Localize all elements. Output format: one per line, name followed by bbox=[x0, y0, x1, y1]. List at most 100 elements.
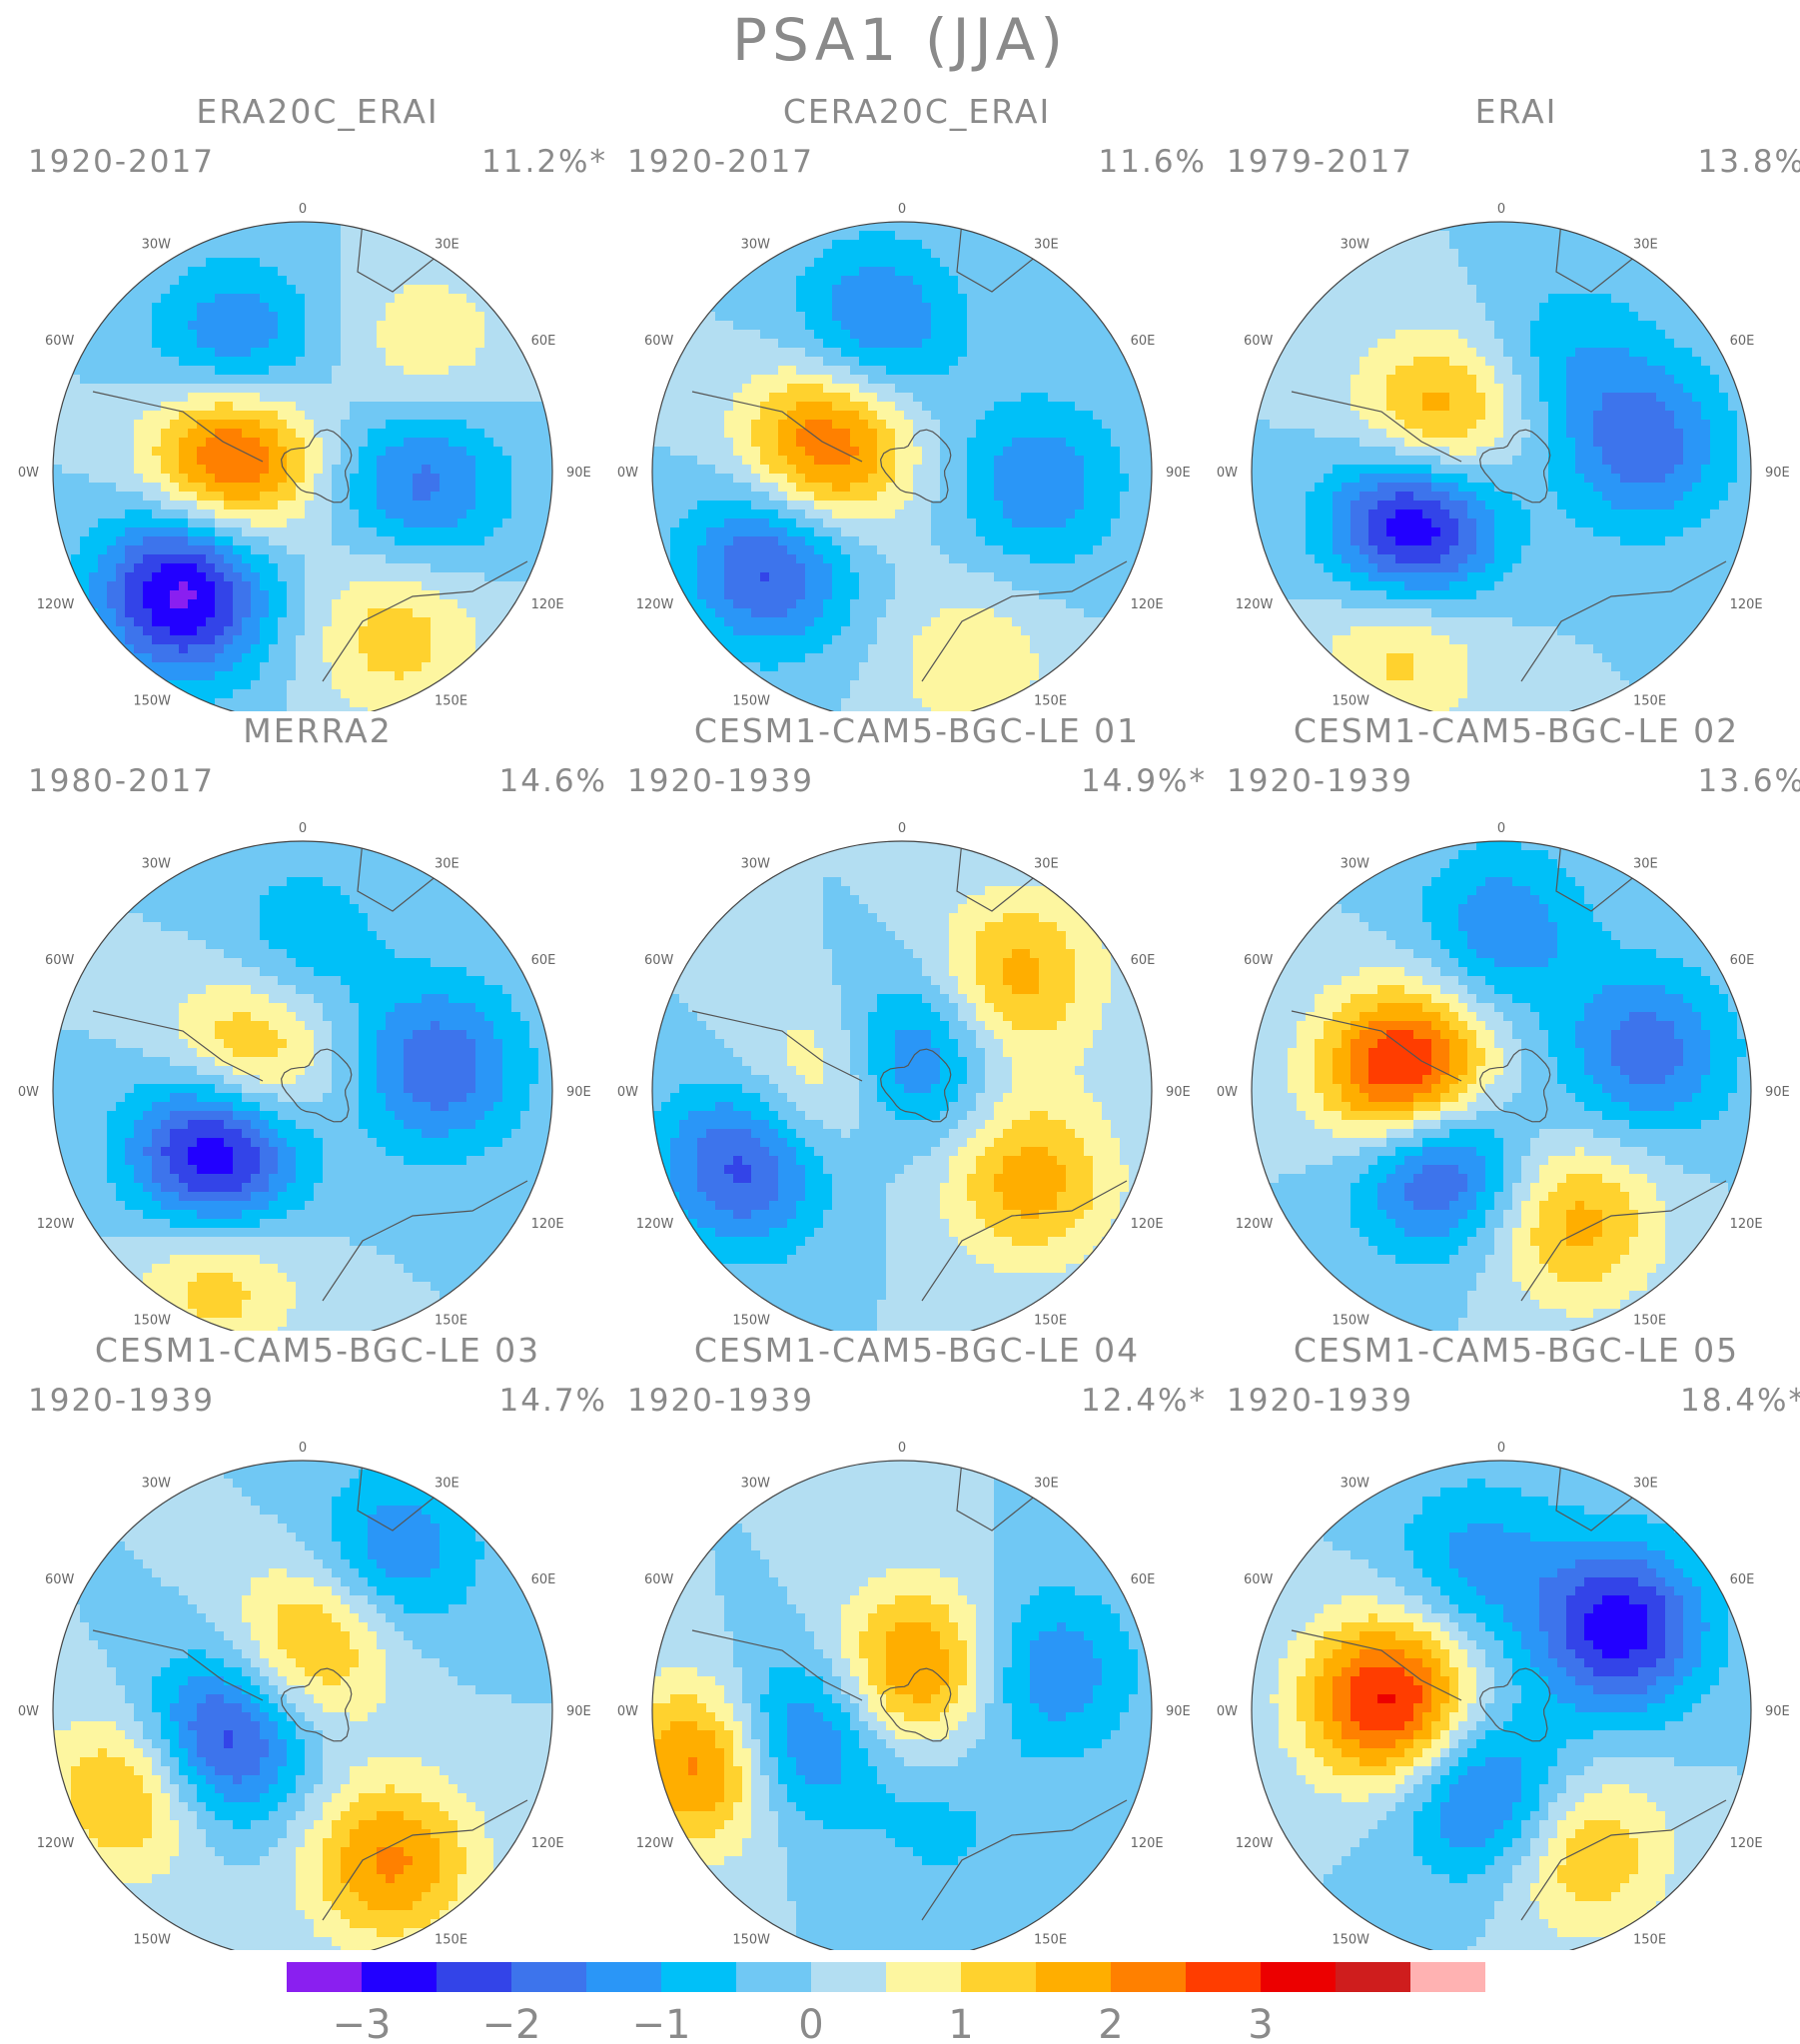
field-cell bbox=[1111, 330, 1121, 340]
field-cell bbox=[125, 518, 135, 528]
field-cell bbox=[688, 572, 698, 582]
field-cell bbox=[484, 527, 494, 537]
field-cell bbox=[269, 366, 279, 376]
field-cell bbox=[904, 563, 914, 573]
field-cell bbox=[502, 510, 512, 519]
field-cell bbox=[170, 689, 180, 699]
field-cell bbox=[796, 662, 806, 672]
field-cell bbox=[305, 501, 315, 511]
field-cell bbox=[475, 465, 485, 475]
field-cell bbox=[368, 348, 378, 358]
field-cell bbox=[314, 411, 324, 421]
field-cell bbox=[170, 581, 180, 591]
field-cell bbox=[466, 492, 476, 502]
field-cell bbox=[1102, 608, 1112, 618]
field-cell bbox=[1012, 348, 1022, 358]
field-cell bbox=[1066, 599, 1076, 609]
field-cell bbox=[904, 366, 914, 376]
field-cell bbox=[841, 581, 851, 591]
field-cell bbox=[715, 294, 725, 304]
field-cell bbox=[814, 321, 824, 331]
field-cell bbox=[80, 581, 90, 591]
field-cell bbox=[377, 222, 387, 232]
field-cell bbox=[679, 474, 689, 484]
field-cell bbox=[769, 662, 779, 672]
field-cell bbox=[1111, 402, 1121, 412]
field-cell bbox=[386, 518, 396, 528]
field-cell bbox=[431, 635, 441, 645]
field-cell bbox=[323, 545, 333, 555]
field-cell bbox=[188, 527, 198, 537]
field-cell bbox=[260, 285, 270, 295]
field-cell bbox=[179, 563, 189, 573]
field-cell bbox=[949, 276, 959, 286]
field-cell bbox=[125, 420, 135, 430]
field-cell bbox=[152, 626, 162, 636]
field-cell bbox=[305, 258, 315, 268]
field-cell bbox=[197, 447, 207, 457]
field-cell bbox=[688, 518, 698, 528]
field-cell bbox=[706, 429, 716, 439]
field-cell bbox=[661, 438, 671, 448]
field-cell bbox=[958, 375, 968, 385]
field-cell bbox=[1066, 402, 1076, 412]
field-cell bbox=[296, 267, 306, 277]
field-cell bbox=[260, 240, 270, 250]
field-cell bbox=[985, 330, 995, 340]
field-cell bbox=[697, 608, 707, 618]
field-cell bbox=[161, 536, 171, 546]
field-cell bbox=[1093, 518, 1103, 528]
field-cell bbox=[233, 545, 243, 555]
field-cell bbox=[724, 285, 734, 295]
field-cell bbox=[895, 581, 905, 591]
field-cell bbox=[413, 617, 423, 627]
field-cell bbox=[976, 339, 986, 349]
field-cell bbox=[215, 402, 225, 412]
field-cell bbox=[751, 465, 761, 475]
field-cell bbox=[976, 276, 986, 286]
field-cell bbox=[985, 644, 995, 654]
field-cell bbox=[233, 662, 243, 672]
field-cell bbox=[859, 501, 869, 511]
field-cell bbox=[224, 465, 234, 475]
field-cell bbox=[98, 492, 108, 502]
field-cell bbox=[679, 545, 689, 555]
field-cell bbox=[125, 393, 135, 403]
field-cell bbox=[742, 276, 752, 286]
field-cell bbox=[296, 384, 306, 394]
longitude-label: 60E bbox=[531, 334, 556, 349]
field-cell bbox=[278, 366, 288, 376]
field-cell bbox=[985, 285, 995, 295]
field-cell bbox=[877, 608, 887, 618]
field-cell bbox=[296, 294, 306, 304]
field-cell bbox=[778, 554, 788, 564]
field-cell bbox=[1066, 617, 1076, 627]
field-cell bbox=[62, 438, 72, 448]
field-cell bbox=[778, 492, 788, 502]
field-cell bbox=[751, 590, 761, 600]
field-cell bbox=[787, 599, 797, 609]
field-cell bbox=[440, 608, 450, 618]
field-cell bbox=[1075, 599, 1085, 609]
field-cell bbox=[116, 474, 126, 484]
field-cell bbox=[71, 366, 81, 376]
field-cell bbox=[233, 411, 243, 421]
field-cell bbox=[913, 536, 923, 546]
field-cell bbox=[152, 402, 162, 412]
field-cell bbox=[985, 258, 995, 268]
field-cell bbox=[1048, 402, 1058, 412]
field-cell bbox=[922, 608, 932, 618]
field-cell bbox=[796, 626, 806, 636]
field-cell bbox=[422, 518, 432, 528]
field-cell bbox=[1102, 330, 1112, 340]
field-cell bbox=[1030, 465, 1040, 475]
field-cell bbox=[895, 447, 905, 457]
field-cell bbox=[296, 698, 306, 708]
field-cell bbox=[206, 339, 216, 349]
field-cell bbox=[940, 527, 950, 537]
field-cell bbox=[895, 366, 905, 376]
field-cell bbox=[823, 402, 833, 412]
field-cell bbox=[994, 501, 1004, 511]
field-cell bbox=[877, 366, 887, 376]
field-cell bbox=[359, 438, 369, 448]
